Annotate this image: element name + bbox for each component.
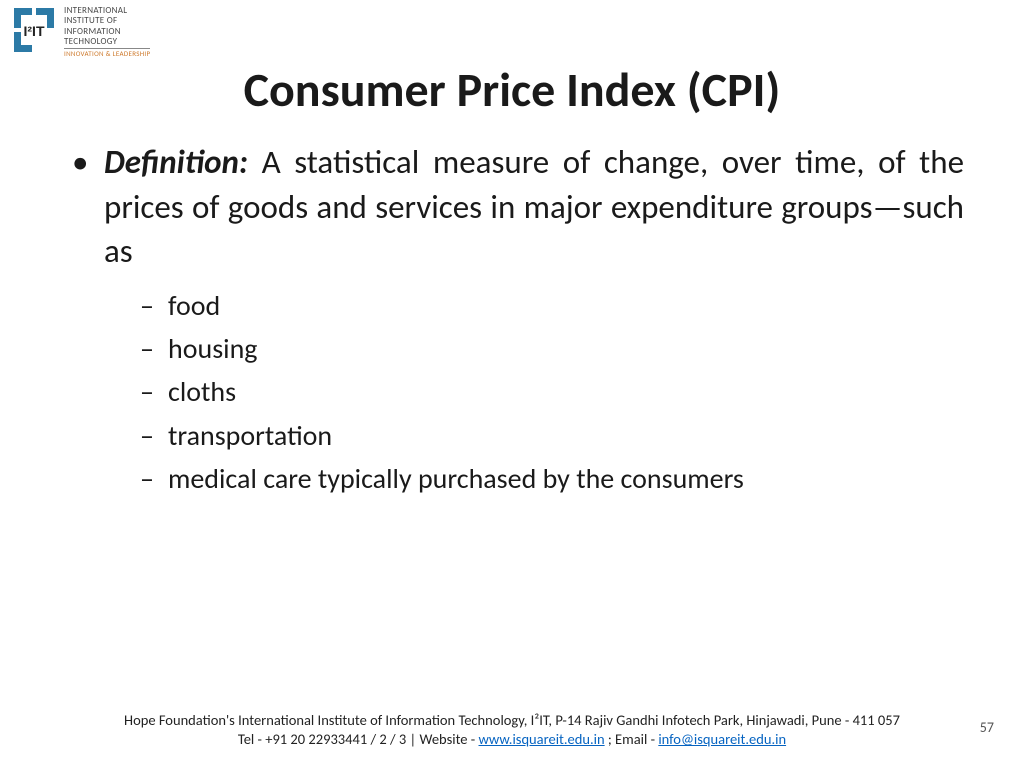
list-item: –housing xyxy=(140,327,964,370)
sub-item-text: cloths xyxy=(168,370,236,413)
dash-marker: – xyxy=(140,370,168,413)
institution-logo: I²IT INTERNATIONAL INSTITUTE OF INFORMAT… xyxy=(10,6,150,58)
email-link[interactable]: info@isquareit.edu.in xyxy=(658,730,786,748)
list-item: –food xyxy=(140,284,964,327)
footer-address: Hope Foundation's International Institut… xyxy=(0,711,1024,731)
svg-text:I²IT: I²IT xyxy=(24,23,45,39)
definition-label: Definition: xyxy=(104,142,248,182)
definition-bullet: • Definition: A statistical measure of c… xyxy=(70,140,964,274)
slide-title: Consumer Price Index (CPI) xyxy=(0,60,1024,119)
dash-marker: – xyxy=(140,327,168,370)
logo-mark-icon: I²IT xyxy=(10,6,58,54)
dash-marker: – xyxy=(140,457,168,500)
sub-item-text: housing xyxy=(168,327,257,370)
sub-item-text: medical care typically purchased by the … xyxy=(168,457,744,500)
footer-website-label: Website - xyxy=(419,730,478,748)
definition-body: Definition: A statistical measure of cha… xyxy=(104,140,964,274)
footer-tel: Tel - +91 20 22933441 / 2 / 3 xyxy=(238,730,406,748)
slide-content: • Definition: A statistical measure of c… xyxy=(70,140,964,501)
expenditure-sublist: –food –housing –cloths –transportation –… xyxy=(140,284,964,501)
sub-item-text: transportation xyxy=(168,414,332,457)
list-item: –medical care typically purchased by the… xyxy=(140,457,964,500)
logo-tagline: INNOVATION & LEADERSHIP xyxy=(64,48,150,58)
footer-sep: | xyxy=(406,730,419,748)
list-item: –transportation xyxy=(140,414,964,457)
website-link[interactable]: www.isquareit.edu.in xyxy=(479,730,605,748)
footer-email-sep: ; Email - xyxy=(605,730,659,748)
bullet-marker: • xyxy=(70,140,104,274)
slide-footer: Hope Foundation's International Institut… xyxy=(0,711,1024,750)
dash-marker: – xyxy=(140,284,168,327)
footer-contact: Tel - +91 20 22933441 / 2 / 3 | Website … xyxy=(0,730,1024,750)
list-item: –cloths xyxy=(140,370,964,413)
page-number: 57 xyxy=(980,719,994,736)
logo-text-block: INTERNATIONAL INSTITUTE OF INFORMATION T… xyxy=(64,6,150,58)
sub-item-text: food xyxy=(168,284,220,327)
logo-line: TECHNOLOGY xyxy=(64,37,150,47)
dash-marker: – xyxy=(140,414,168,457)
